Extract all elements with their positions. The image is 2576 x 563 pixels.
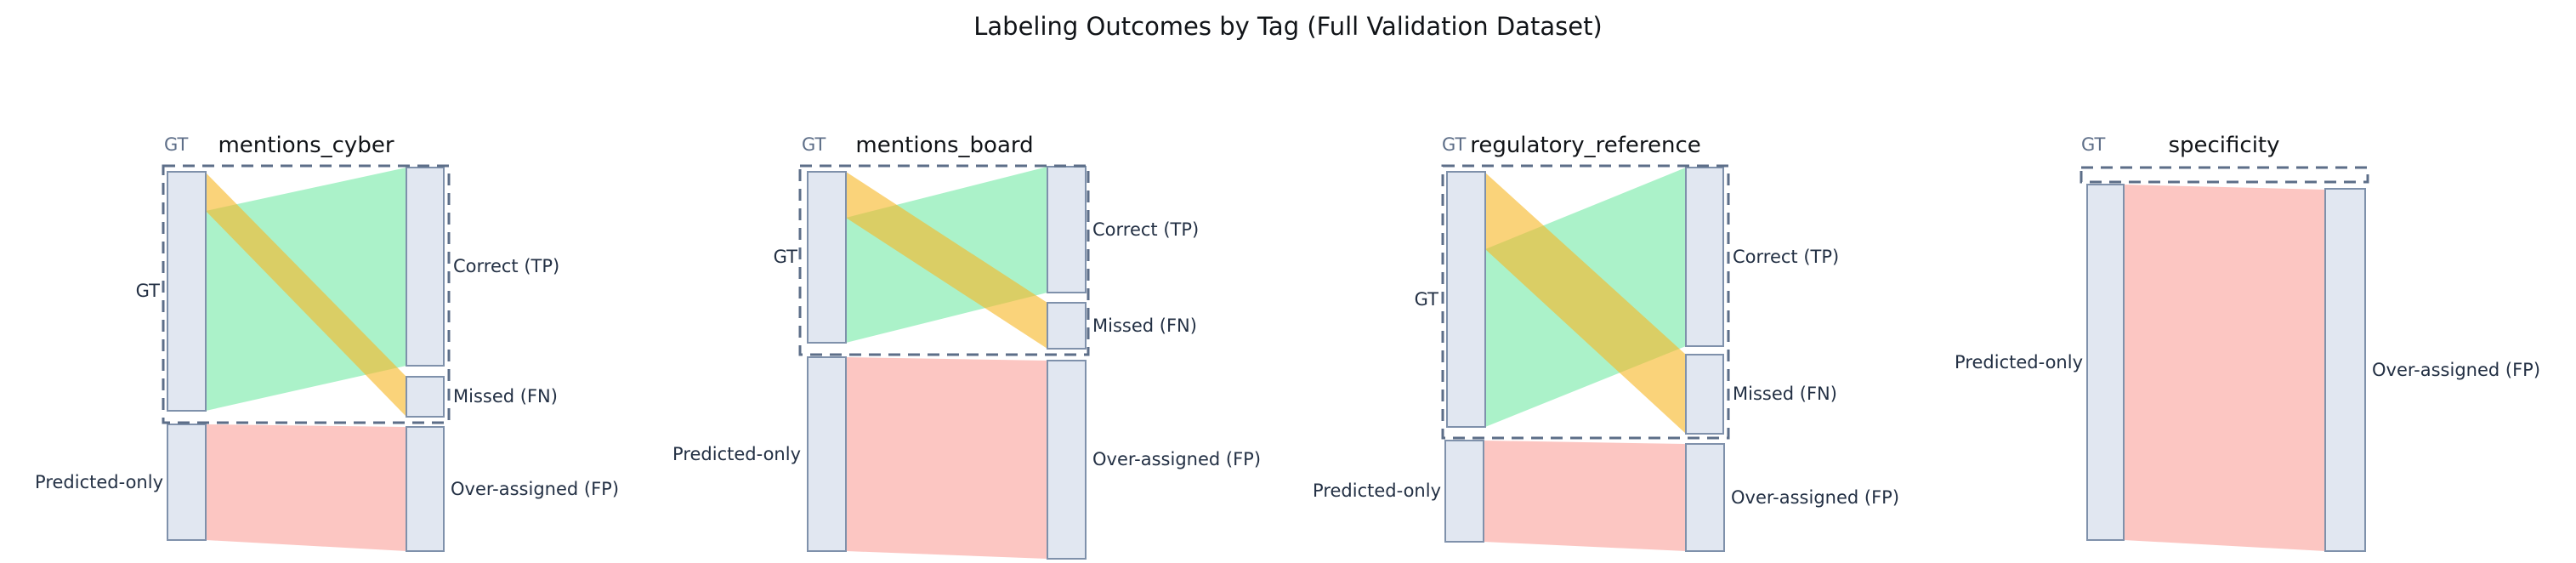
gt-node-label: GT [1414, 289, 1438, 310]
correct-tp-node [406, 167, 445, 367]
predicted-only-node [167, 424, 207, 541]
figure-title: Labeling Outcomes by Tag (Full Validatio… [973, 12, 1603, 41]
overassigned-fp-node [1685, 443, 1725, 552]
correct-tp-node [1047, 166, 1087, 293]
panel-mentions-cyber [162, 164, 451, 552]
gt-header-label: GT [164, 134, 189, 155]
overassigned-fp-label: Over-assigned (FP) [2372, 360, 2541, 380]
predicted-only-node [1444, 440, 1484, 543]
panel-title: mentions_cyber [218, 133, 394, 158]
flow-missed-fn [1485, 173, 1686, 434]
missed-fn-node [1685, 354, 1724, 435]
panel-title: regulatory_reference [1470, 133, 1701, 158]
predicted-only-label: Predicted-only [35, 472, 163, 492]
overassigned-fp-label: Over-assigned (FP) [1731, 487, 1900, 508]
gt-header-label: GT [1442, 134, 1467, 155]
gt-header-label: GT [2081, 134, 2106, 155]
correct-tp-label: Correct (TP) [453, 256, 560, 276]
missed-fn-node [406, 376, 445, 418]
correct-tp-label: Correct (TP) [1092, 219, 1200, 240]
flow-missed-fn [206, 173, 406, 417]
flow-overassigned-fp [206, 424, 406, 551]
gt-node-label: GT [135, 281, 160, 301]
predicted-only-label: Predicted-only [1955, 352, 2083, 372]
overassigned-fp-label: Over-assigned (FP) [451, 479, 620, 499]
panel-specificity [2080, 166, 2369, 552]
missed-fn-label: Missed (FN) [1733, 384, 1837, 404]
predicted-only-label: Predicted-only [1313, 481, 1441, 501]
missed-fn-label: Missed (FN) [453, 386, 558, 407]
gt-header-label: GT [802, 134, 826, 155]
predicted-only-node [807, 356, 847, 552]
predicted-only-node [2086, 184, 2125, 541]
overassigned-fp-node [1047, 360, 1087, 560]
gt-node [807, 171, 847, 344]
gt-dashed-box [162, 164, 451, 424]
overassigned-fp-node [2324, 188, 2366, 552]
gt-node [167, 171, 207, 412]
overassigned-fp-node [406, 426, 445, 552]
missed-fn-node [1047, 302, 1087, 350]
gt-dashed-box [1441, 164, 1730, 440]
flow-overassigned-fp [1484, 441, 1686, 551]
overassigned-fp-label: Over-assigned (FP) [1092, 449, 1262, 469]
flow-overassigned-fp [846, 357, 1047, 559]
missed-fn-label: Missed (FN) [1092, 316, 1197, 336]
panel-title: mentions_board [855, 133, 1034, 158]
flow-missed-fn [846, 172, 1047, 349]
correct-tp-node [1685, 167, 1724, 347]
correct-tp-label: Correct (TP) [1733, 247, 1840, 267]
panel-title: specificity [2168, 133, 2280, 158]
panel-regulatory-reference [1441, 164, 1730, 552]
gt-node-label: GT [773, 247, 797, 267]
flow-overassigned-fp [2124, 185, 2325, 551]
predicted-only-label: Predicted-only [672, 444, 801, 464]
gt-node [1446, 171, 1486, 428]
gt-dashed-box [2080, 166, 2369, 184]
gt-dashed-box [798, 164, 1090, 356]
panel-mentions-board [798, 164, 1090, 560]
